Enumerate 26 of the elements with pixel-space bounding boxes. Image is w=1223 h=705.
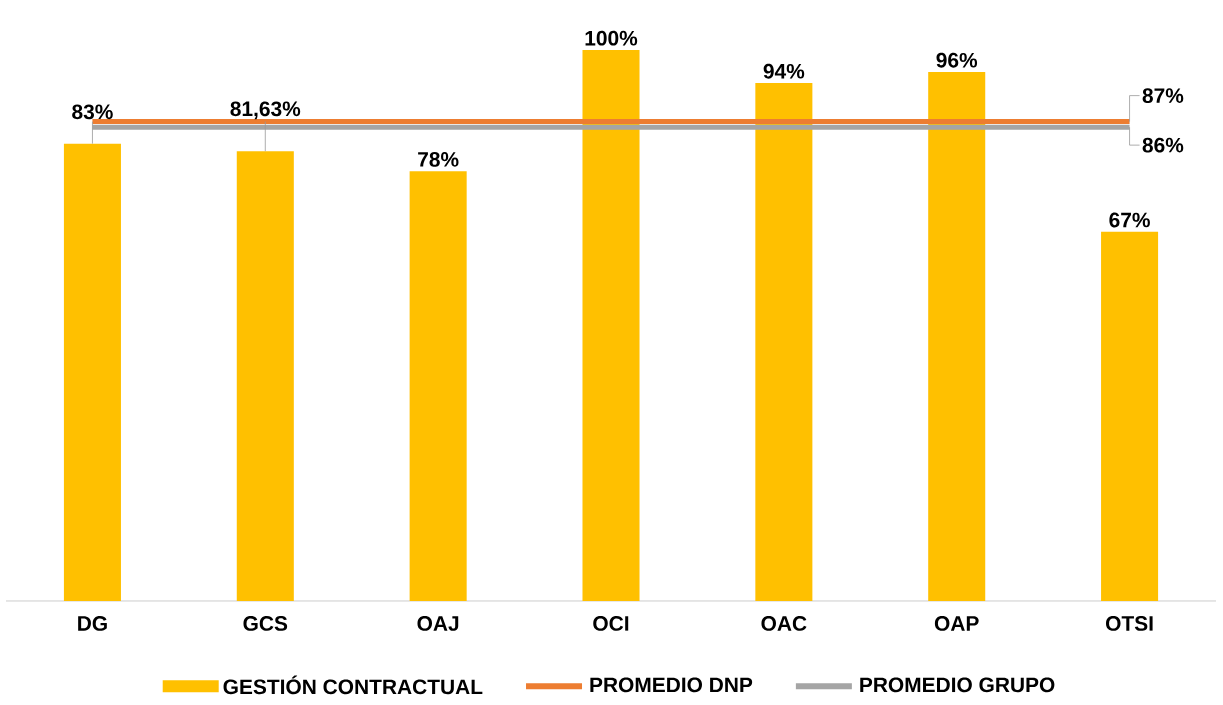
bar (409, 171, 467, 601)
bar (236, 151, 294, 601)
data-label: 86% (1142, 137, 1184, 153)
bar (755, 83, 813, 601)
data-label: 96% (936, 52, 978, 68)
data-label: 94% (763, 63, 805, 79)
data-label: 78% (418, 152, 459, 167)
legend-label: PROMEDIO GRUPO (860, 677, 1055, 693)
data-label: 87% (1142, 88, 1184, 104)
bar (1101, 231, 1159, 601)
x-tick-label: OTSI (1106, 616, 1153, 631)
x-tick-label: OAC (761, 616, 807, 631)
bar (928, 72, 986, 601)
data-label: 67% (1109, 212, 1150, 228)
x-tick-label: OAJ (417, 616, 459, 631)
legend-label: GESTIÓN CONTRACTUAL (223, 675, 483, 695)
data-label: 83% (72, 104, 113, 120)
data-label: 100% (585, 30, 638, 46)
x-tick-label: OCI (593, 616, 629, 631)
legend-label: PROMEDIO DNP (590, 677, 753, 693)
bar (582, 50, 640, 601)
bar (63, 143, 121, 601)
x-tick-label: DG (78, 616, 107, 631)
x-tick-label: OAP (934, 616, 979, 631)
data-label: 81,63% (230, 101, 301, 120)
x-tick-label: GCS (243, 616, 288, 631)
